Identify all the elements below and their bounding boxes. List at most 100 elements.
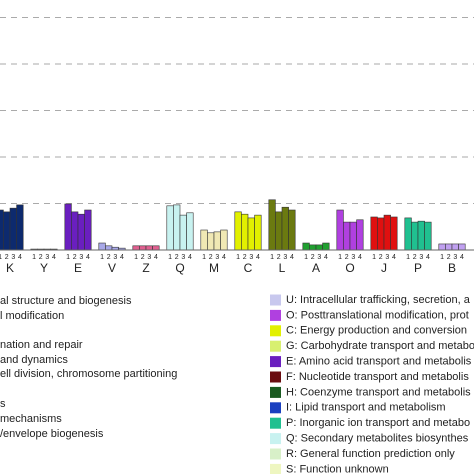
group-label: 4 [324,254,328,261]
group-label: 2 [447,254,451,261]
group-label: 2 [379,254,383,261]
bar [315,244,323,251]
legend-label: E: Amino acid transport and metabolis [286,356,472,368]
bar [64,203,72,251]
bar [275,211,283,251]
bar [268,199,276,251]
legend-label: O: Posttranslational modification, prot [286,309,469,321]
bar [173,204,181,251]
bar [254,214,262,251]
bar [179,214,187,251]
bar [390,216,398,251]
group-label: 3 [215,254,219,261]
bar [16,204,24,251]
group-label: 3 [283,254,287,261]
bar [186,212,194,251]
bar [207,232,215,251]
group-label: 2 [107,254,111,261]
legend-text: /envelope biogenesis [0,428,104,440]
group-label: 4 [222,254,226,261]
group-label: 1 [134,254,138,261]
legend-label: G: Carbohydrate transport and metabolis [286,340,474,352]
group-label: 4 [290,254,294,261]
group-label: 4 [256,254,260,261]
group-label: 3 [317,254,321,261]
x-tick-label: J [381,261,387,275]
bar [445,243,453,251]
bar [424,221,432,251]
bar [343,221,351,251]
group-label: 4 [52,254,56,261]
bar [383,214,391,251]
legend-swatch [270,340,281,352]
group-label: 3 [79,254,83,261]
bar [356,219,364,251]
bar [336,209,344,251]
group-label: 3 [249,254,253,261]
bar [0,209,4,251]
group-label: 1 [440,254,444,261]
bar [241,213,249,251]
bar [77,213,85,251]
group-label: 3 [45,254,49,261]
legend-label: P: Inorganic ion transport and metabo [286,417,470,429]
bar [98,242,106,251]
group-label: 2 [345,254,349,261]
group-label: 2 [243,254,247,261]
bar [417,220,425,251]
bar [213,231,221,251]
bar [247,217,255,251]
legend-swatch [270,448,281,460]
group-label: 2 [175,254,179,261]
group-label: 3 [419,254,423,261]
group-label: 2 [73,254,77,261]
group-label: 1 [32,254,36,261]
legend-label: I: Lipid transport and metabolism [286,402,446,414]
group-label: 2 [277,254,281,261]
group-label: 3 [351,254,355,261]
group-label: 1 [270,254,274,261]
legend-swatch [270,356,281,368]
x-tick-label: A [312,261,320,275]
legend-label: C: Energy production and conversion [286,325,467,337]
legend-text: s [0,398,6,410]
group-label: 1 [100,254,104,261]
bar [145,245,153,251]
bar [152,245,160,251]
legend-swatch [270,433,281,445]
bar [105,245,113,251]
group-label: 1 [66,254,70,261]
group-label: 3 [453,254,457,261]
legend-text: and dynamics [0,354,68,366]
group-label: 3 [113,254,117,261]
group-label: 4 [154,254,158,261]
bar [438,243,446,251]
group-label: 4 [426,254,430,261]
x-tick-label: Z [142,261,149,275]
group-label: 1 [338,254,342,261]
bar [411,221,419,251]
x-tick-label: B [448,261,456,275]
legend-swatch [270,402,281,414]
bar [84,209,92,251]
legend-swatch [270,417,281,429]
x-tick-label: M [209,261,219,275]
legend-text: nation and repair [0,339,83,351]
legend-label: H: Coenzyme transport and metabolis [286,386,471,398]
bar [234,211,242,251]
group-label: 2 [413,254,417,261]
group-label: 2 [5,254,9,261]
x-tick-label: Y [40,261,48,275]
group-label: 1 [0,254,2,261]
group-label: 1 [168,254,172,261]
group-label: 1 [202,254,206,261]
legend-swatch [270,386,281,398]
x-tick-label: E [74,261,82,275]
group-label: 3 [181,254,185,261]
x-tick-label: V [108,261,116,275]
x-tick-label: P [414,261,422,275]
legend-swatch [270,325,281,337]
group-label: 3 [385,254,389,261]
bar [71,211,79,251]
